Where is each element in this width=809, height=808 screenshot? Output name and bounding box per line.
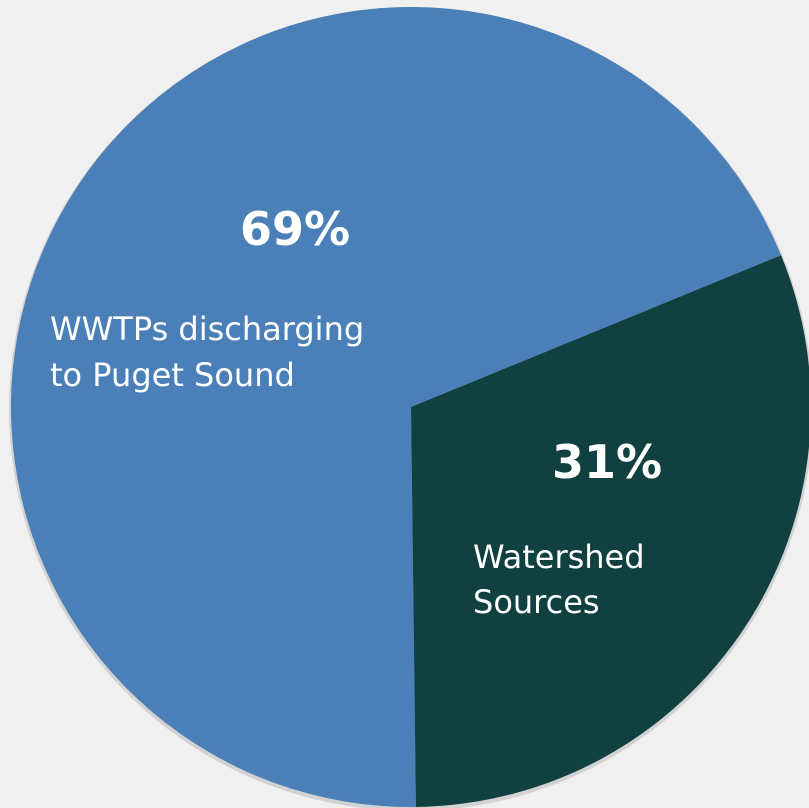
pie-slice-2 — [411, 255, 809, 807]
slice-category-line: Watershed — [473, 538, 645, 576]
slice-category-label-2: Watershed Sources — [473, 538, 645, 621]
slice-category-label-1: WWTPs discharging to Puget Sound — [50, 310, 364, 394]
slice-value-label-1: 69% — [240, 202, 350, 256]
slice-category-line: WWTPs discharging — [50, 310, 364, 348]
pie-slice-1 — [10, 6, 782, 808]
slice-value-label-2: 31% — [552, 435, 662, 489]
slice-category-line: Sources — [473, 583, 600, 621]
slice-category-line: to Puget Sound — [50, 356, 295, 394]
